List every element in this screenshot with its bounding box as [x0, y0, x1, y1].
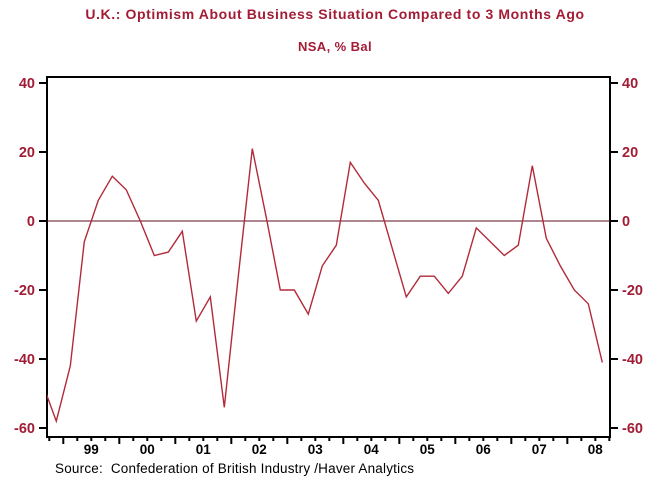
- x-year-label: 00: [140, 442, 155, 457]
- y-axis-label-right: 20: [622, 145, 638, 161]
- y-axis-label-right: -40: [622, 352, 643, 368]
- chart-subtitle: NSA, % Bal: [297, 39, 373, 54]
- y-axis-label-left: -40: [14, 352, 35, 368]
- x-year-label: 08: [588, 442, 604, 457]
- y-axis-label-right: 0: [622, 214, 630, 230]
- data-line: [47, 148, 603, 424]
- x-year-label: 03: [308, 442, 324, 457]
- x-year-label: 99: [84, 442, 99, 457]
- x-year-label: 05: [420, 442, 436, 457]
- y-axis-label-left: -60: [14, 421, 35, 437]
- source-caption: Source: Confederation of British Industr…: [55, 461, 415, 476]
- x-year-label: 04: [364, 442, 380, 457]
- x-year-label: 02: [252, 442, 267, 457]
- y-axis-label-right: 40: [622, 76, 638, 92]
- x-year-label: 06: [476, 442, 492, 457]
- chart-title: U.K.: Optimism About Business Situation …: [85, 6, 585, 22]
- y-axis-label-left: 40: [19, 76, 35, 92]
- y-axis-label-right: -60: [622, 421, 643, 437]
- y-axis-label-right: -20: [622, 283, 643, 299]
- y-axis-label-left: 0: [27, 214, 35, 230]
- x-year-label: 07: [532, 442, 547, 457]
- y-axis-label-left: -20: [14, 283, 35, 299]
- y-axis-label-left: 20: [19, 145, 35, 161]
- x-year-label: 01: [196, 442, 212, 457]
